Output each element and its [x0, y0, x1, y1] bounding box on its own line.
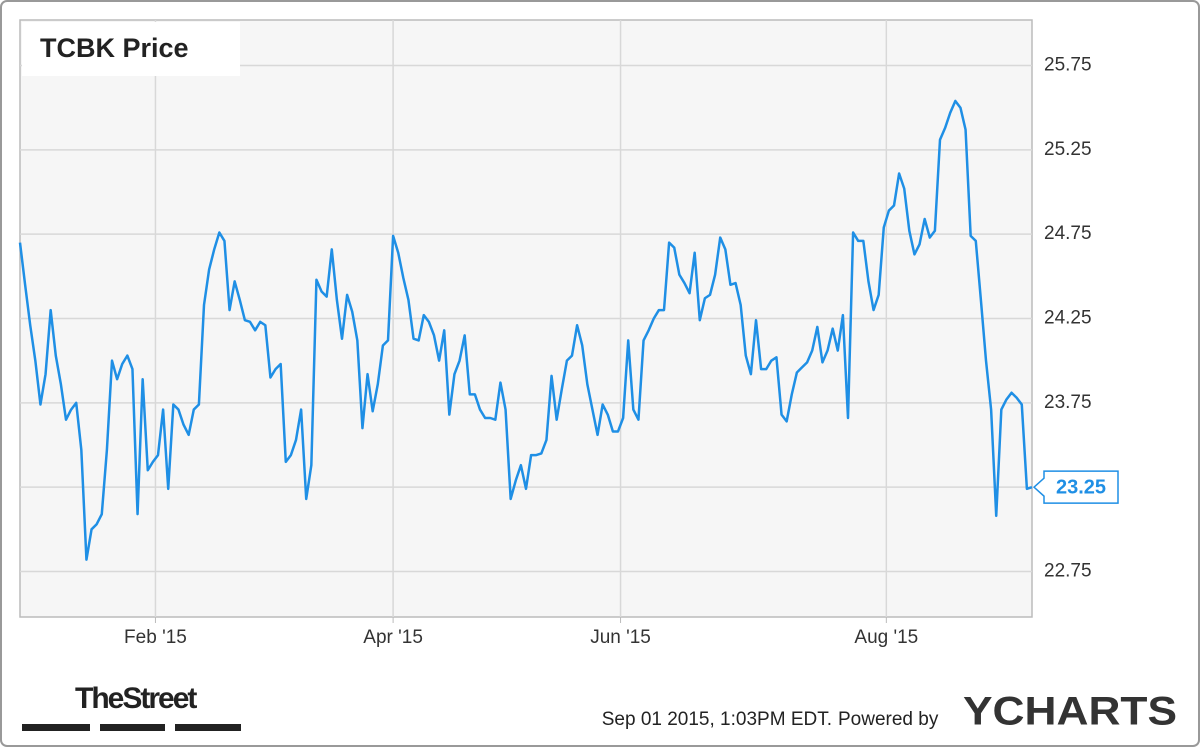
source-logo: TheStreet [75, 682, 197, 715]
timestamp: Sep 01 2015, 1:03PM EDT. [602, 709, 832, 730]
y-tick-label: 22.75 [1044, 560, 1092, 581]
last-value-label: 23.25 [1056, 476, 1106, 498]
powered-by: Powered by [838, 709, 939, 730]
y-tick-label: 25.25 [1044, 139, 1092, 160]
x-tick-label: Jun '15 [590, 627, 651, 648]
x-tick-label: Aug '15 [854, 627, 918, 648]
last-value-box [1032, 470, 1119, 504]
y-tick-label: 23.75 [1044, 392, 1092, 413]
logo-bar [100, 724, 165, 731]
y-tick-label: 24.25 [1044, 308, 1092, 329]
logo-bar [22, 724, 90, 731]
logo-bar [175, 724, 241, 731]
y-tick-label: 24.75 [1044, 223, 1092, 244]
title-box [22, 22, 240, 76]
y-tick-label: 25.75 [1044, 55, 1092, 76]
brand-logo: YCHARTS [963, 690, 1177, 734]
lines [18, 99, 1033, 561]
price-line [18, 99, 1033, 561]
x-tick-label: Feb '15 [124, 627, 187, 648]
chart-title: TCBK Price [40, 33, 189, 63]
x-tick-label: Apr '15 [363, 627, 423, 648]
